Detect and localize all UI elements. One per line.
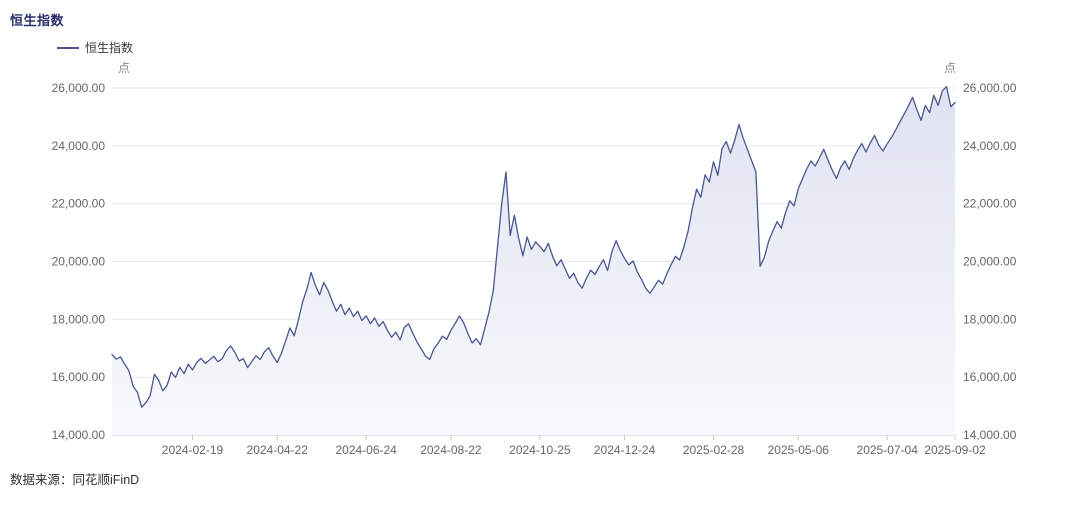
svg-text:22,000.00: 22,000.00 — [52, 197, 106, 211]
legend-line-marker — [57, 46, 79, 49]
svg-text:14,000.00: 14,000.00 — [52, 428, 106, 442]
svg-text:2024-08-22: 2024-08-22 — [420, 443, 482, 457]
svg-text:16,000.00: 16,000.00 — [963, 370, 1017, 384]
svg-text:24,000.00: 24,000.00 — [52, 139, 106, 153]
svg-text:2025-05-06: 2025-05-06 — [768, 443, 830, 457]
svg-text:18,000.00: 18,000.00 — [52, 312, 106, 326]
svg-text:2024-10-25: 2024-10-25 — [509, 443, 571, 457]
svg-text:2024-06-24: 2024-06-24 — [335, 443, 397, 457]
y-axis-labels-right: 14,000.00 16,000.00 18,000.00 20,000.00 22,0… — [963, 81, 1017, 442]
series-line — [111, 85, 956, 408]
svg-text:2025-02-28: 2025-02-28 — [683, 443, 745, 457]
svg-text:2025-09-02: 2025-09-02 — [924, 443, 986, 457]
series-area-fill — [112, 86, 955, 435]
svg-text:2024-02-19: 2024-02-19 — [162, 443, 224, 457]
legend-label: 恒生指数 — [85, 41, 134, 55]
svg-text:点: 点 — [944, 61, 956, 75]
svg-text:22,000.00: 22,000.00 — [963, 197, 1017, 211]
svg-text:2025-07-04: 2025-07-04 — [857, 443, 919, 457]
axis-unit-labels: 点点 — [118, 61, 956, 75]
svg-text:26,000.00: 26,000.00 — [963, 81, 1017, 95]
svg-text:14,000.00: 14,000.00 — [963, 428, 1017, 442]
data-source-note: 数据来源：同花顺iFinD — [10, 473, 140, 487]
page-title: 恒生指数 — [10, 13, 65, 28]
svg-text:2024-04-22: 2024-04-22 — [247, 443, 309, 457]
svg-text:点: 点 — [118, 61, 130, 75]
svg-text:26,000.00: 26,000.00 — [52, 81, 106, 95]
svg-text:2024-12-24: 2024-12-24 — [594, 443, 656, 457]
svg-text:16,000.00: 16,000.00 — [52, 370, 106, 384]
legend-item-hang-seng[interactable]: 恒生指数 — [57, 39, 133, 56]
x-axis-labels: 2024-02-19 2024-04-22 2024-06-24 2024-08-22… — [162, 435, 986, 457]
svg-text:18,000.00: 18,000.00 — [963, 312, 1017, 326]
svg-text:20,000.00: 20,000.00 — [52, 255, 106, 269]
svg-text:24,000.00: 24,000.00 — [963, 139, 1017, 153]
y-axis-labels-left: 14,000.00 16,000.00 18,000.00 20,000.00 22,0… — [52, 81, 106, 442]
svg-text:20,000.00: 20,000.00 — [963, 255, 1017, 269]
